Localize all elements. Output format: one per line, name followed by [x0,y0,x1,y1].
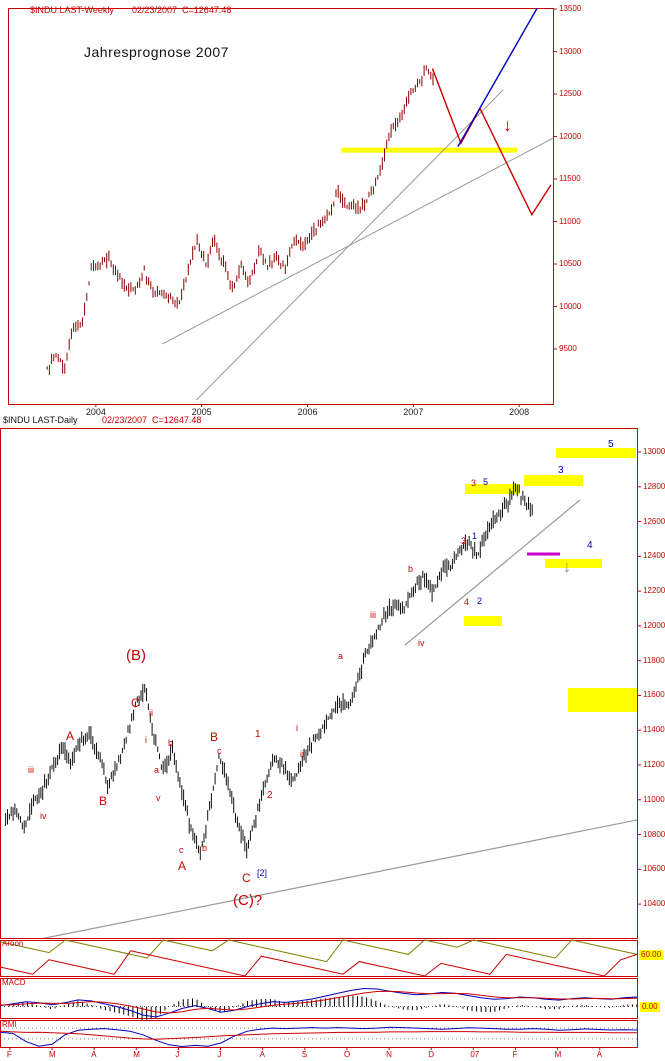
rmi-rmi-line [0,1026,638,1048]
rmi-label: RMI [2,1020,17,1029]
aroon-aroon-up-line [0,939,638,963]
daily-plot [5,448,637,938]
daily-price-bars [5,481,533,861]
weekly-gray-trendline [162,137,553,345]
macd-macd-line [0,987,638,1018]
weekly-chart-quote: 02/23/2007 C=12647.48 [132,5,232,15]
weekly-price-bars [46,65,434,376]
daily-yellow-target-zone [524,475,583,486]
daily-yellow-target-zone [568,688,637,712]
weekly-plot [46,8,553,401]
weekly-bull-scenario-line [457,8,539,148]
daily-gray-trendline [404,499,581,646]
weekly-chart-title: $INDU LAST-Weekly [30,5,114,15]
daily-yellow-target-zone [556,448,636,458]
macd-value-label: 0.00 [640,1002,660,1012]
daily-chart-title: $INDU LAST-Daily [3,415,78,425]
weekly-plot-border [8,8,554,405]
aroon-panel-border [0,940,638,977]
daily-yellow-target-zone [465,484,520,494]
rmi-rmi-signal-line [0,1030,637,1040]
rmi-panel-border [0,1020,638,1048]
daily-chart-quote: 02/23/2007 C=12647.48 [102,415,202,425]
macd-signal-line [0,990,638,1014]
weekly-gray-trendline [196,89,504,401]
forecast-annotation: Jahresprognose 2007 [84,44,229,60]
daily-gray-trendline [42,819,637,938]
macd-histogram [0,995,638,1021]
macd-label: MACD [2,978,26,987]
aroon-label: Aroon [2,939,24,948]
macd-panel-border [0,978,638,1019]
daily-yellow-target-zone [545,559,602,568]
daily-yellow-target-zone [464,616,502,626]
daily-plot-border [0,428,638,939]
aroon-aroon-down-line [0,950,638,977]
aroon-value-label: 60.00 [639,950,664,960]
